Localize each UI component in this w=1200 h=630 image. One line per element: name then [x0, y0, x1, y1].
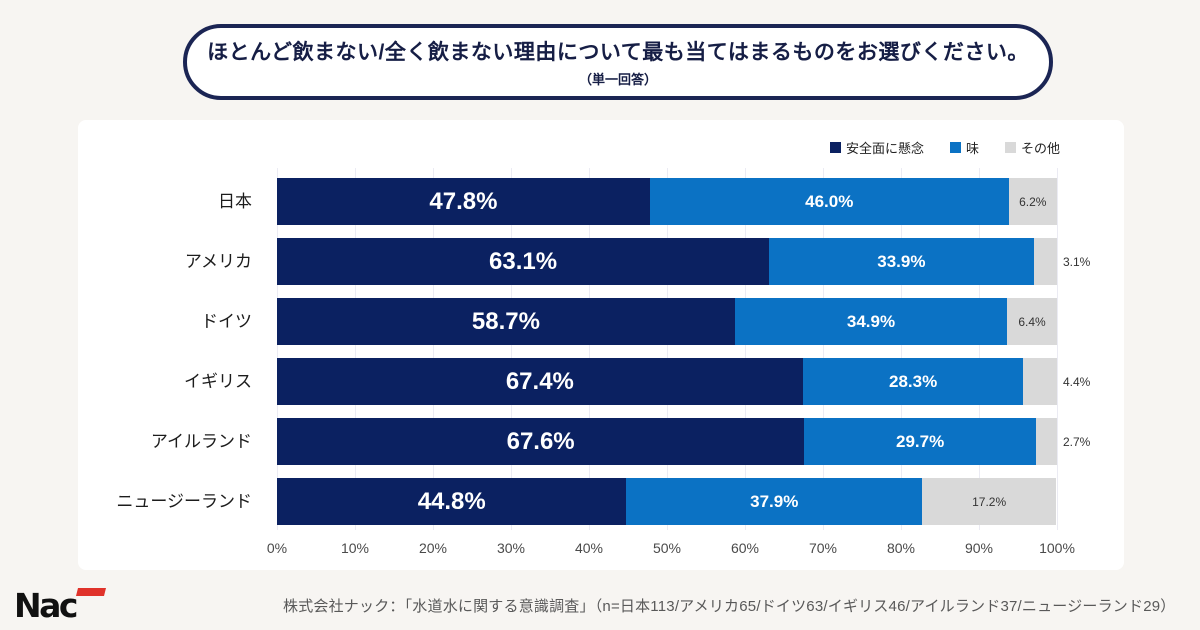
bar-segment-2: 6.2%	[1008, 178, 1057, 225]
x-tick-label: 20%	[418, 540, 448, 556]
gridline	[745, 168, 746, 530]
category-label: アメリカ	[184, 252, 252, 271]
bar-segment-0: 44.8%	[277, 478, 627, 525]
gridline	[277, 168, 278, 530]
bar-segment-2	[1033, 238, 1057, 285]
legend-item-2: その他	[1004, 138, 1060, 157]
bar-segment-1: 29.7%	[804, 418, 1036, 465]
gridline	[979, 168, 980, 530]
legend-swatch	[949, 142, 961, 153]
bar-value-label: 6.4%	[1018, 314, 1046, 329]
bar-segment-1: 34.9%	[734, 298, 1008, 345]
bar-value-label-outside: 4.4%	[1063, 374, 1091, 389]
chart-panel: 安全面に懸念 味 その他 47.8% 46.0% 6.2% 63.1% 33.9% 3.1% 5…	[78, 120, 1124, 570]
bar-row: 67.4% 28.3% 4.4%	[277, 358, 1090, 405]
gridline	[433, 168, 434, 530]
bar-segment-0: 47.8%	[277, 178, 650, 225]
x-tick-label: 80%	[886, 540, 916, 556]
gridline	[355, 168, 356, 530]
chart-legend: 安全面に懸念 味 その他	[829, 138, 1060, 157]
bar-segment-2	[1035, 418, 1057, 465]
svg-text:Nac: Nac	[14, 586, 77, 624]
category-label: アイルランド	[150, 432, 252, 451]
bar-value-label: 34.9%	[846, 311, 896, 331]
gridline	[589, 168, 590, 530]
legend-swatch	[829, 142, 841, 153]
plot-area: 47.8% 46.0% 6.2% 63.1% 33.9% 3.1% 58.7% 34.9% 6.…	[277, 168, 1090, 530]
bar-row: 63.1% 33.9% 3.1%	[277, 238, 1090, 285]
bar-segment-1: 46.0%	[649, 178, 1009, 225]
bar-segment-2	[1023, 358, 1057, 405]
bar-value-label: 17.2%	[972, 494, 1007, 509]
bar-value-label: 28.3%	[888, 371, 938, 391]
x-tick-label: 10%	[340, 540, 370, 556]
category-labels: 日本アメリカドイツイギリスアイルランドニュージーランド	[78, 168, 265, 530]
bar-segment-0: 67.6%	[277, 418, 805, 465]
bar-value-label: 29.7%	[895, 431, 945, 451]
bar-segment-1: 37.9%	[626, 478, 923, 525]
legend-item-1: 味	[949, 138, 979, 157]
nac-logo: Nac	[14, 584, 110, 625]
bar-value-label: 6.2%	[1019, 194, 1047, 209]
category-label: ニュージーランド	[116, 492, 252, 511]
x-tick-label: 60%	[730, 540, 760, 556]
bar-row: 58.7% 34.9% 6.4%	[277, 298, 1057, 345]
bar-segment-1: 33.9%	[769, 238, 1034, 285]
legend-swatch	[1004, 142, 1016, 153]
x-tick-label: 40%	[574, 540, 604, 556]
bar-segment-0: 67.4%	[277, 358, 803, 405]
bar-value-label: 33.9%	[877, 251, 926, 271]
bar-value-label-outside: 3.1%	[1063, 254, 1091, 269]
legend-label: その他	[1020, 141, 1060, 156]
legend-item-0: 安全面に懸念	[829, 138, 924, 157]
legend-label: 安全面に懸念	[845, 141, 924, 156]
category-label: 日本	[218, 192, 252, 211]
x-tick-label: 30%	[496, 540, 526, 556]
bar-row: 67.6% 29.7% 2.7%	[277, 418, 1090, 465]
category-label: イギリス	[184, 372, 252, 391]
source-note: 株式会社ナック：「水道水に関する意識調査」（n=日本113/アメリカ65/ドイツ…	[283, 598, 1176, 615]
bar-segment-2: 6.4%	[1007, 298, 1057, 345]
bar-value-label: 67.4%	[505, 367, 574, 395]
gridline	[901, 168, 902, 530]
bar-segment-0: 58.7%	[277, 298, 735, 345]
gridline	[511, 168, 512, 530]
x-tick-label: 0%	[266, 540, 288, 556]
bar-value-label: 46.0%	[805, 191, 854, 211]
bar-row: 44.8% 37.9% 17.2%	[277, 478, 1057, 525]
gridline	[823, 168, 824, 530]
question-title-pill: ほとんど飲まない/全く飲まない理由について最も当てはまるものをお選びください。 …	[183, 24, 1053, 100]
nac-logo-graphic: Nac	[14, 586, 106, 625]
question-subtitle: （単一回答）	[578, 72, 657, 87]
bar-value-label: 58.7%	[471, 307, 540, 335]
x-tick-label: 50%	[652, 540, 682, 556]
bar-value-label: 67.6%	[506, 427, 575, 455]
bar-value-label: 63.1%	[489, 247, 558, 275]
bar-segment-1: 28.3%	[802, 358, 1024, 405]
bar-segment-2: 17.2%	[922, 478, 1057, 525]
bar-value-label-outside: 2.7%	[1063, 434, 1091, 449]
question-title: ほとんど飲まない/全く飲まない理由について最も当てはまるものをお選びください。	[207, 41, 1029, 64]
x-tick-label: 90%	[964, 540, 994, 556]
bar-row: 47.8% 46.0% 6.2%	[277, 178, 1057, 225]
bar-value-label: 44.8%	[417, 487, 486, 515]
x-axis: 0% 10% 20% 30% 40% 50% 60% 70% 80% 90% 100%	[267, 540, 1075, 560]
legend-label: 味	[965, 141, 979, 156]
bar-value-label: 37.9%	[750, 491, 799, 511]
bar-value-label: 47.8%	[429, 187, 498, 215]
gridline	[667, 168, 668, 530]
category-label: ドイツ	[201, 312, 252, 331]
x-tick-label: 100%	[1039, 540, 1075, 556]
bar-segment-0: 63.1%	[277, 238, 770, 285]
gridline	[1057, 168, 1058, 530]
x-tick-label: 70%	[808, 540, 838, 556]
